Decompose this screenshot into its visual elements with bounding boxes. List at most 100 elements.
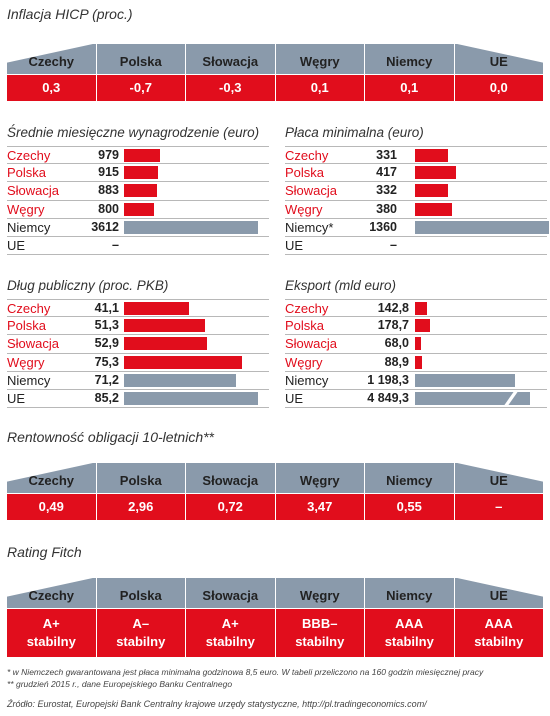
value-label: –: [112, 237, 119, 252]
value-label: 417: [376, 165, 397, 180]
category-label: Polska: [285, 318, 325, 334]
inflation-header-5: UE: [453, 44, 544, 74]
rating-header-row: Czechy Polska Słowacja Węgry Niemcy UE: [7, 578, 543, 608]
rating-value-row: A+ stabilny A– stabilny A+ stabilny BBB– stabil…: [7, 608, 543, 657]
bonds-value-row: 0,49 2,96 0,72 3,47 0,55–: [7, 493, 543, 520]
value-label: 380: [376, 201, 397, 216]
bonds-value-3: 3,47: [274, 494, 365, 520]
category-label: Węgry: [7, 201, 45, 217]
value-label: 51,3: [94, 318, 119, 333]
chart-row: Słowacja 52,9: [7, 335, 269, 354]
bar: [124, 202, 154, 216]
bar: [415, 202, 453, 216]
chart-row: Węgry 75,3: [7, 354, 269, 372]
bar: [124, 391, 258, 405]
rating-value-5: AAA stabilny: [453, 609, 544, 657]
inflation-title: Inflacja HICP (proc.): [7, 6, 133, 22]
chart-row: Węgry 380: [285, 201, 547, 219]
rating-header-banner: Czechy Polska Słowacja Węgry Niemcy UE: [7, 578, 543, 608]
bonds-title: Rentowność obligacji 10-letnich**: [7, 429, 215, 445]
debt-chart: Czechy 41,1 Polska 51,3 Słowacja 52,9 Węgry 75,…: [7, 299, 269, 409]
chart-row: Węgry 800: [7, 201, 269, 219]
inflation-table: Czechy Polska Słowacja Węgry Niemcy UE 0,3 -0,…: [7, 44, 543, 101]
bonds-header-2: Słowacja: [185, 463, 275, 493]
rating-grade: BBB–: [302, 616, 338, 631]
chart-row: Czechy 331: [285, 146, 547, 165]
bonds-header-3: Węgry: [274, 463, 365, 493]
min-wage-title: Płaca minimalna (euro): [285, 125, 424, 140]
rating-value-4: AAA stabilny: [364, 609, 454, 657]
inflation-header-row: Czechy Polska Słowacja Węgry Niemcy UE: [7, 44, 543, 74]
bar: [415, 337, 421, 351]
category-label: UE: [285, 237, 304, 253]
rating-outlook: stabilny: [295, 634, 345, 649]
rating-grade: A+: [221, 616, 239, 631]
bar: [415, 149, 448, 162]
bar: [415, 220, 549, 234]
value-label: 4 849,3: [367, 390, 409, 405]
value-label: 75,3: [94, 354, 119, 369]
rating-value-0: A+ stabilny: [7, 609, 96, 657]
value-label: 1360: [369, 219, 397, 234]
rating-outlook: stabilny: [116, 634, 166, 649]
rating-outlook: stabilny: [26, 634, 76, 649]
export-panel: Eksport (mld euro) Czechy 142,8 Polska 178,…: [285, 277, 547, 409]
inflation-value-5: 0,0: [453, 75, 544, 101]
inflation-value-3: 0,1: [274, 75, 365, 101]
bonds-table: Czechy Polska Słowacja Węgry Niemcy UE 0,49 2,…: [7, 463, 543, 520]
bar: [124, 319, 205, 333]
rating-outlook: stabilny: [205, 634, 255, 649]
bar: [124, 355, 243, 369]
inflation-header-banner: Czechy Polska Słowacja Węgry Niemcy UE: [7, 44, 543, 74]
rating-title: Rating Fitch: [7, 544, 82, 560]
category-label: Polska: [7, 165, 47, 181]
bar: [415, 166, 457, 180]
category-label: Węgry: [285, 354, 323, 370]
rating-grade: A–: [132, 616, 150, 631]
inflation-value-row: 0,3 -0,7 -0,3 0,1 0,1 0,0: [7, 74, 543, 101]
category-label: Czechy: [285, 148, 329, 163]
chart-row: Niemcy 3612: [7, 219, 269, 237]
rating-value-3: BBB– stabilny: [274, 609, 365, 657]
chart-row: Niemcy 71,2: [7, 372, 269, 390]
chart-row: Polska 915: [7, 164, 269, 183]
chart-row: UE 85,2: [7, 390, 269, 409]
salary-title: Średnie miesięczne wynagrodzenie (euro): [7, 125, 260, 140]
category-label: UE: [285, 390, 304, 406]
bar: [124, 149, 161, 162]
chart-row: Niemcy 1 198,3: [285, 372, 547, 390]
bonds-header-4: Niemcy: [364, 463, 454, 493]
category-label: Słowacja: [7, 183, 60, 199]
export-chart: Czechy 142,8 Polska 178,7 Słowacja 68,0 Węgry 8…: [285, 299, 547, 409]
rating-grade: A+: [42, 616, 60, 631]
chart-row: Niemcy* 1360: [285, 219, 549, 237]
value-label: –: [390, 237, 397, 252]
debt-panel: Dług publiczny (proc. PKB) Czechy 41,1 Pol…: [7, 277, 269, 409]
rating-outlook: stabilny: [384, 634, 434, 649]
chart-row: Polska 51,3: [7, 317, 269, 336]
export-title: Eksport (mld euro): [285, 278, 397, 293]
bonds-value-5: –: [453, 494, 544, 520]
axis-break: [504, 391, 518, 405]
value-label: 3612: [91, 219, 119, 234]
category-label: Słowacja: [285, 336, 338, 352]
inflation-value-0: 0,3: [42, 80, 61, 95]
bar: [415, 355, 423, 369]
chart-row: Czechy 142,8: [285, 299, 547, 318]
bar: [415, 319, 430, 333]
inflation-header-4: Niemcy: [364, 44, 454, 74]
category-label: Niemcy: [285, 372, 329, 388]
bonds-value-1: 2,96: [95, 494, 186, 520]
chart-row: Węgry 88,9: [285, 354, 547, 372]
chart-row: UE –: [7, 237, 269, 256]
rating-value-1: A– stabilny: [95, 609, 186, 657]
bar: [415, 373, 515, 387]
category-label: Niemcy: [7, 372, 51, 388]
bar: [124, 373, 236, 387]
min-wage-chart: Czechy 331 Polska 417 Słowacja 332 Węgry 380 Nie…: [285, 146, 549, 256]
footnote-bonds: ** grudzień 2015 r., dane Europejskiego …: [7, 679, 233, 689]
category-label: Słowacja: [7, 336, 60, 352]
rating-header-5: UE: [453, 578, 544, 608]
rating-table: Czechy Polska Słowacja Węgry Niemcy UE A+ stab…: [7, 578, 543, 657]
value-label: 85,2: [94, 390, 119, 405]
